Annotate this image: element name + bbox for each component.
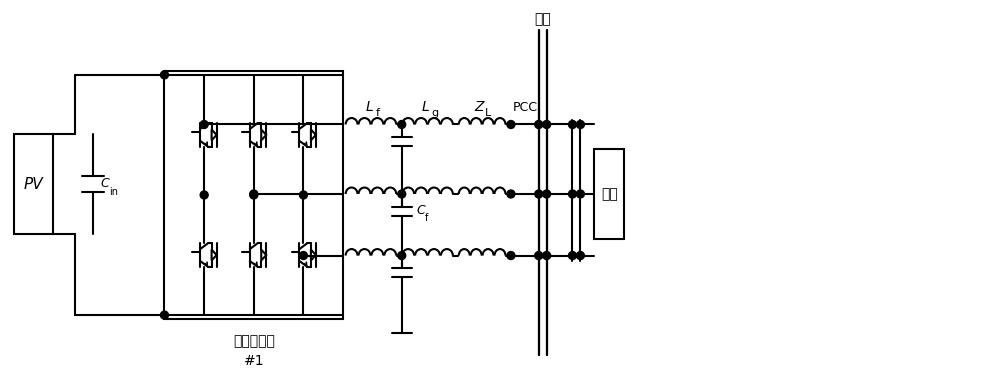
Text: $L$: $L$	[365, 99, 373, 114]
Circle shape	[398, 121, 406, 129]
Text: f: f	[425, 213, 428, 223]
Text: $C$: $C$	[416, 204, 426, 217]
Text: $C$: $C$	[100, 177, 111, 190]
Circle shape	[535, 252, 543, 260]
Circle shape	[507, 190, 515, 198]
Text: PCC: PCC	[513, 101, 538, 114]
Circle shape	[299, 191, 307, 199]
Circle shape	[200, 121, 208, 129]
Text: 电网: 电网	[534, 12, 551, 26]
Text: #1: #1	[243, 354, 264, 368]
Circle shape	[535, 121, 543, 129]
Circle shape	[535, 190, 543, 198]
Text: 负载: 负载	[601, 187, 618, 201]
Circle shape	[250, 191, 258, 199]
Circle shape	[398, 252, 406, 260]
Text: f: f	[376, 108, 380, 118]
Circle shape	[200, 191, 208, 199]
Circle shape	[576, 252, 584, 260]
Circle shape	[569, 121, 576, 129]
Text: 光伏逆变器: 光伏逆变器	[233, 334, 275, 348]
Bar	[14, 134, 53, 234]
Circle shape	[543, 190, 551, 198]
Circle shape	[299, 252, 307, 260]
Circle shape	[543, 252, 551, 260]
Text: PV: PV	[24, 177, 43, 192]
Circle shape	[160, 71, 168, 79]
Circle shape	[576, 190, 584, 198]
Circle shape	[543, 121, 551, 129]
Text: L: L	[485, 108, 491, 118]
Circle shape	[507, 252, 515, 260]
Text: $L$: $L$	[421, 99, 430, 114]
Text: in: in	[109, 187, 118, 197]
Circle shape	[507, 121, 515, 129]
Circle shape	[569, 190, 576, 198]
Bar	[164, 71, 343, 319]
Circle shape	[569, 252, 576, 260]
Bar	[594, 149, 624, 239]
Circle shape	[576, 121, 584, 129]
Text: $Z$: $Z$	[474, 99, 486, 114]
Circle shape	[160, 311, 168, 319]
Text: g: g	[431, 108, 438, 118]
Circle shape	[250, 190, 258, 198]
Circle shape	[398, 190, 406, 198]
